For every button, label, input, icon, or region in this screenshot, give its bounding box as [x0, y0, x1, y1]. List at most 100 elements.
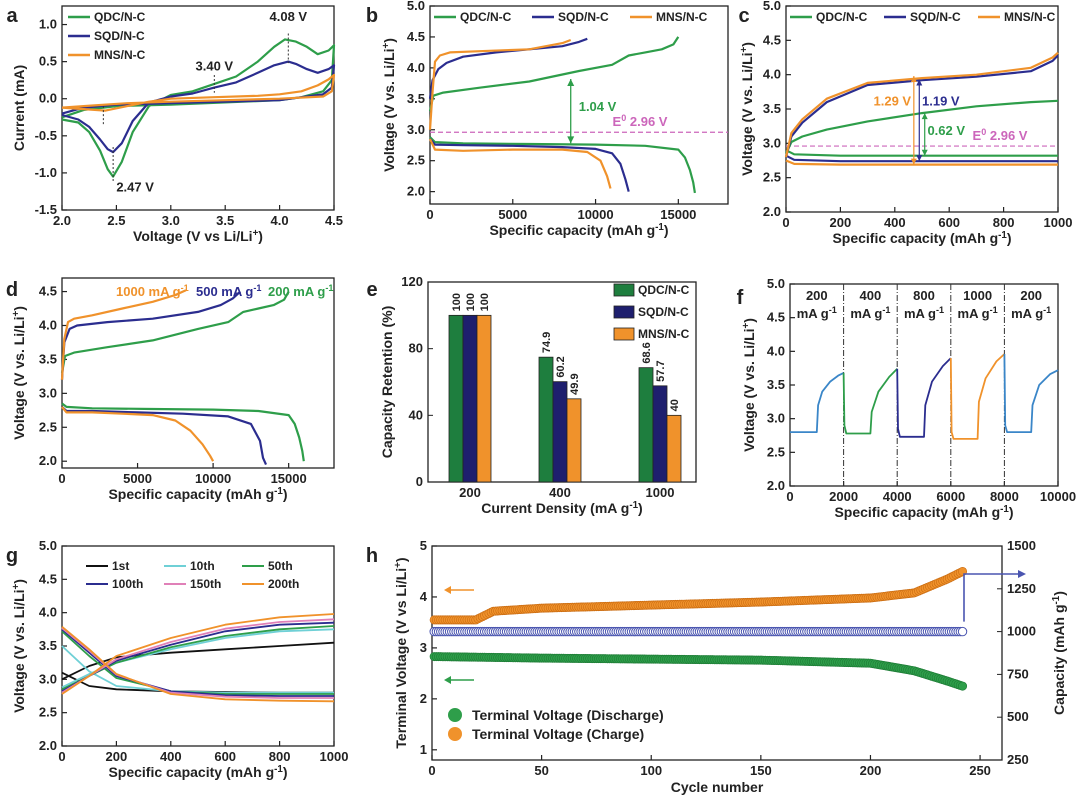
x-tick-label: 150	[750, 763, 772, 778]
y-tick-label: 4.0	[39, 318, 57, 333]
legend-label: MNS/N-C	[656, 10, 708, 24]
bar-value-label: 40	[669, 399, 681, 411]
voltage-curve	[785, 154, 1058, 163]
y-tick-label: 3.5	[407, 91, 425, 106]
x-axis-label: Specific capacity (mAh g-1)	[108, 764, 287, 781]
peak-annotation: 3.40 V	[196, 59, 234, 74]
panel-label: b	[366, 5, 378, 27]
gap-label: 1.19 V	[922, 94, 960, 109]
y-tick-label: 3.0	[407, 122, 425, 137]
bar	[666, 414, 682, 483]
y-tick-label: 4.5	[763, 32, 781, 47]
rate-value: 800	[913, 288, 935, 303]
y-tick-label: 2.5	[767, 444, 785, 459]
panel-g: g 0 200 400 600 800 1000 2.0 2.5 3.0 3.5 4.0 4.5 5.0 1…	[6, 538, 349, 780]
panel-label: f	[737, 287, 744, 309]
x-axis-label: Cycle number	[671, 779, 764, 795]
y-tick-label: 40	[409, 407, 423, 422]
y2-tick-label: 1500	[1007, 538, 1036, 553]
axis-arrow	[963, 573, 1022, 622]
legend-label: SQD/N-C	[558, 10, 609, 24]
legend-label: SQD/N-C	[94, 29, 145, 43]
y-tick-label: 0	[416, 474, 423, 489]
legend-label: QDC/N-C	[638, 283, 690, 297]
y-tick-label: 3.0	[767, 411, 785, 426]
y-tick-label: 2.0	[763, 204, 781, 219]
equilibrium-label: E0 2.96 V	[973, 127, 1028, 143]
x-axis-label: Specific capacity (mAh g-1)	[834, 504, 1013, 521]
y-tick-label: 4.0	[39, 605, 57, 620]
bar	[448, 314, 464, 483]
x-tick-label: 50	[534, 763, 548, 778]
rate-label: 500 mA g-1	[196, 283, 261, 299]
x-tick-label: 6000	[936, 489, 965, 504]
x-tick-label: 0	[428, 763, 435, 778]
y-tick-label: 5.0	[763, 0, 781, 13]
capacity-point	[957, 626, 968, 637]
x-axis-label: Current Density (mA g-1)	[481, 500, 642, 517]
y-axis-label: Voltage (V vs. Li/Li+)	[739, 42, 756, 176]
cv-curve	[61, 73, 336, 112]
legend-label: 150th	[190, 577, 221, 591]
rate-unit: mA g-1	[958, 305, 998, 321]
y-axis-label: Capacity Retention (%)	[379, 306, 395, 458]
x-tick-label: 1000	[1044, 215, 1073, 230]
legend-swatch	[448, 727, 462, 741]
bar	[538, 356, 554, 483]
y2-tick-label: 500	[1007, 709, 1029, 724]
y-axis-label: Terminal Voltage (V vs Li/Li+)	[393, 557, 410, 748]
x-tick-label: 15000	[660, 207, 696, 222]
y-tick-label: -1.5	[35, 202, 57, 217]
voltage-curve	[429, 138, 630, 192]
y-tick-label: 4	[420, 589, 428, 604]
y-axis-label: Current (mA)	[11, 65, 27, 151]
voltage-curve	[785, 159, 1058, 166]
arrow-head	[916, 155, 923, 162]
y-tick-label: -0.5	[35, 128, 57, 143]
y-tick-label: 4.5	[767, 310, 785, 325]
x-tick-label: 2000	[829, 489, 858, 504]
panel-label: a	[6, 5, 18, 27]
x-tick-label: 0	[58, 749, 65, 764]
x-tick-label: 200	[106, 749, 128, 764]
y-tick-label: 3.5	[39, 351, 57, 366]
arrow-head	[567, 79, 575, 87]
y-tick-label: 1.0	[39, 17, 57, 32]
voltage-curve	[428, 36, 680, 112]
gap-label: 1.04 V	[579, 99, 617, 114]
legend-label: 50th	[268, 559, 293, 573]
x-tick-label: 400	[884, 215, 906, 230]
y-tick-label: 4.5	[39, 284, 57, 299]
bar	[638, 367, 654, 483]
voltage-curve	[61, 402, 305, 462]
legend-swatch	[613, 305, 635, 319]
x-axis-label: Voltage (V vs Li/Li+)	[133, 228, 263, 245]
y2-tick-label: 1250	[1007, 581, 1036, 596]
x-axis-label: Specific capacity (mAh g-1)	[489, 222, 668, 239]
y-tick-label: 3.0	[39, 385, 57, 400]
voltage-curve	[784, 51, 1059, 158]
voltage-curve	[428, 38, 572, 130]
charge-curve	[61, 628, 335, 689]
rate-unit: mA g-1	[850, 305, 890, 321]
cv-curve	[61, 60, 336, 154]
bar-value-label: 49.9	[569, 373, 581, 394]
y-tick-label: 2.0	[39, 453, 57, 468]
x-tick-label: 400	[549, 485, 571, 500]
bar	[462, 314, 478, 483]
x-tick-label: 800	[993, 215, 1015, 230]
legend-label: QDC/N-C	[460, 10, 512, 24]
y-tick-label: 2.5	[763, 170, 781, 185]
discharge-point	[958, 681, 968, 691]
arrow-head	[910, 158, 917, 165]
y-tick-label: 5.0	[407, 0, 425, 13]
x-tick-label: 10000	[577, 207, 613, 222]
x-axis-label: Specific capacity (mAh g-1)	[832, 230, 1011, 247]
x-tick-label: 0	[58, 471, 65, 486]
y-tick-label: 3.0	[763, 135, 781, 150]
y-tick-label: 3.5	[767, 377, 785, 392]
voltage-curve	[785, 149, 1058, 157]
y2-tick-label: 750	[1007, 666, 1029, 681]
legend-label: Terminal Voltage (Discharge)	[472, 707, 664, 723]
